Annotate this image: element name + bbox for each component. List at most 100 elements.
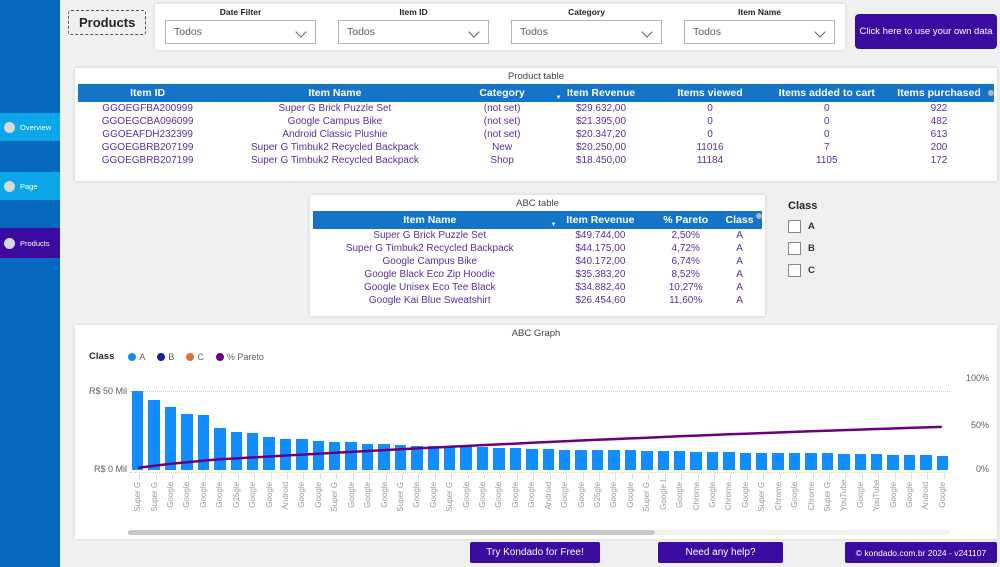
revenue-bar[interactable]: [329, 442, 341, 470]
revenue-bar[interactable]: [378, 443, 390, 470]
revenue-bar[interactable]: [887, 455, 899, 470]
table-cell[interactable]: 0: [707, 129, 713, 140]
column-header[interactable]: Item Revenue ▼: [546, 211, 655, 229]
table-cell[interactable]: A: [736, 269, 743, 280]
sidebar-item-products[interactable]: Products: [0, 228, 60, 258]
revenue-bar[interactable]: [279, 439, 292, 470]
table-cell[interactable]: $21.395,00: [575, 116, 627, 127]
revenue-bar[interactable]: [558, 449, 571, 470]
revenue-bar[interactable]: [657, 451, 669, 470]
table-cell[interactable]: Google Campus Bike: [287, 116, 383, 127]
table-row[interactable]: Super G Brick Puzzle Set $49.744,00 2,50% A: [313, 229, 762, 242]
revenue-bar[interactable]: [394, 444, 407, 470]
table-cell[interactable]: (not set): [483, 116, 521, 127]
revenue-bar[interactable]: [739, 452, 752, 470]
class-option-c[interactable]: C: [788, 264, 883, 277]
table-cell[interactable]: $44.175,00: [575, 243, 626, 254]
revenue-bar[interactable]: [493, 447, 505, 470]
column-header[interactable]: Item Revenue ▼: [551, 84, 651, 102]
revenue-bar[interactable]: [214, 428, 226, 470]
table-cell[interactable]: $35.383,20: [575, 269, 626, 280]
table-cell[interactable]: $49.744,00: [575, 230, 626, 241]
table-cell[interactable]: GGOEGBRB207199: [101, 155, 194, 166]
sidebar-item-page[interactable]: Page: [0, 172, 60, 200]
revenue-bar[interactable]: [870, 454, 883, 470]
table-row[interactable]: GGOEGFBA200999 Super G Brick Puzzle Set (n…: [78, 102, 994, 115]
table-cell[interactable]: A: [736, 230, 743, 241]
column-header[interactable]: Item ID: [78, 84, 218, 102]
table-cell[interactable]: 0: [707, 116, 713, 127]
revenue-bar[interactable]: [526, 448, 538, 470]
revenue-bar[interactable]: [427, 445, 440, 470]
revenue-bar[interactable]: [164, 406, 177, 470]
revenue-bar[interactable]: [181, 414, 193, 470]
revenue-bar[interactable]: [821, 453, 834, 470]
revenue-bar[interactable]: [624, 450, 637, 470]
table-row[interactable]: GGOEAFDH232399 Android Classic Plushie (no…: [78, 128, 994, 141]
checkbox-icon[interactable]: [788, 220, 801, 233]
checkbox-icon[interactable]: [788, 264, 801, 277]
table-cell[interactable]: 6,74%: [671, 256, 700, 267]
table-cell[interactable]: (not set): [483, 129, 521, 140]
table-row[interactable]: GGOEGCBA096099 Google Campus Bike (not set…: [78, 115, 994, 128]
use-own-data-button[interactable]: Click here to use your own data: [855, 14, 997, 49]
revenue-bar[interactable]: [641, 451, 653, 470]
revenue-bar[interactable]: [444, 446, 456, 470]
table-cell[interactable]: 8,52%: [671, 269, 700, 280]
table-cell[interactable]: 11,60%: [669, 295, 703, 306]
table-cell[interactable]: $18.450,00: [575, 155, 627, 166]
column-header[interactable]: % Pareto: [654, 211, 718, 229]
revenue-bar[interactable]: [361, 443, 374, 470]
try-kondado-button[interactable]: Try Kondado for Free!: [470, 542, 600, 563]
filter-dropdown-date-filter[interactable]: Todos: [165, 20, 316, 44]
table-cell[interactable]: $29.632,00: [575, 103, 627, 114]
sidebar-item-overview[interactable]: Overview: [0, 113, 60, 141]
table-row[interactable]: GGOEGBRB207199 Super G Timbuk2 Recycled B…: [78, 154, 994, 167]
table-options-dot[interactable]: [988, 90, 994, 96]
chart-scrollbar-thumb[interactable]: [128, 530, 655, 535]
table-cell[interactable]: 11184: [696, 155, 724, 166]
column-header[interactable]: Category: [452, 84, 552, 102]
table-cell[interactable]: 0: [824, 116, 830, 127]
revenue-bar[interactable]: [132, 391, 144, 470]
table-row[interactable]: GGOEGBRB207199 Super G Timbuk2 Recycled B…: [78, 141, 994, 154]
revenue-bar[interactable]: [148, 400, 160, 470]
column-header[interactable]: Items purchased: [884, 84, 994, 102]
table-cell[interactable]: A: [736, 282, 743, 293]
revenue-bar[interactable]: [854, 454, 866, 470]
revenue-bar[interactable]: [296, 439, 308, 470]
table-cell[interactable]: Super G Timbuk2 Recycled Backpack: [345, 243, 514, 254]
table-cell[interactable]: Android Classic Plushie: [282, 129, 388, 140]
checkbox-icon[interactable]: [788, 242, 801, 255]
revenue-bar[interactable]: [542, 448, 554, 470]
column-header[interactable]: Item Name: [313, 211, 547, 229]
table-cell[interactable]: GGOEGCBA096099: [101, 116, 194, 127]
table-row[interactable]: Google Black Eco Zip Hoodie $35.383,20 8,5…: [313, 268, 762, 281]
revenue-bar[interactable]: [460, 447, 472, 470]
table-cell[interactable]: GGOEAFDH232399: [102, 129, 193, 140]
table-cell[interactable]: 4,72%: [671, 243, 700, 254]
table-cell[interactable]: 922: [930, 103, 948, 114]
table-cell[interactable]: $40.172,00: [575, 256, 626, 267]
table-cell[interactable]: A: [736, 256, 743, 267]
table-cell[interactable]: Google Campus Bike: [382, 256, 477, 267]
revenue-bar[interactable]: [608, 450, 620, 470]
table-cell[interactable]: Super G Timbuk2 Recycled Backpack: [250, 142, 419, 153]
table-cell[interactable]: Google Kai Blue Sweatshirt: [368, 295, 491, 306]
table-cell[interactable]: 172: [930, 155, 948, 166]
table-cell[interactable]: GGOEGFBA200999: [102, 103, 193, 114]
table-cell[interactable]: 613: [930, 129, 948, 140]
table-cell[interactable]: Shop: [490, 155, 514, 166]
revenue-bar[interactable]: [673, 451, 686, 470]
table-cell[interactable]: $20.347,20: [575, 129, 627, 140]
need-help-button[interactable]: Need any help?: [658, 542, 783, 563]
table-row[interactable]: Super G Timbuk2 Recycled Backpack $44.175…: [313, 242, 762, 255]
table-cell[interactable]: 482: [930, 116, 948, 127]
revenue-bar[interactable]: [230, 432, 242, 470]
table-cell[interactable]: (not set): [483, 103, 521, 114]
table-cell[interactable]: 0: [824, 103, 830, 114]
table-options-dot[interactable]: [756, 213, 762, 219]
revenue-bar[interactable]: [706, 451, 719, 470]
revenue-bar[interactable]: [263, 436, 275, 470]
table-cell[interactable]: Google Black Eco Zip Hoodie: [364, 269, 496, 280]
